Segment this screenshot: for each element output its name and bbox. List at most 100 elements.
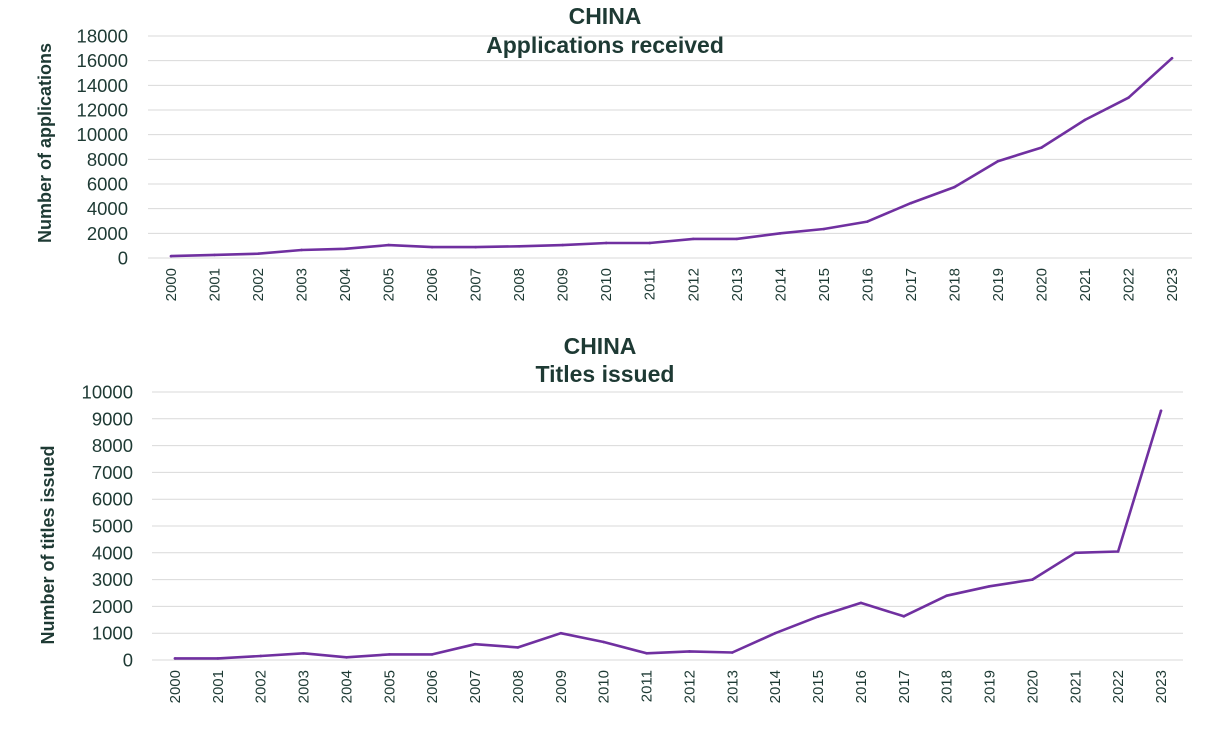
data-point: [773, 631, 777, 635]
y-tick-label: 8000: [92, 435, 133, 456]
x-tick-label: 2020: [1024, 670, 1041, 703]
x-tick-label: 2023: [1153, 670, 1170, 703]
data-point: [430, 245, 434, 249]
data-point: [866, 220, 869, 223]
data-point: [1159, 409, 1163, 413]
data-point: [216, 657, 220, 660]
x-tick-label: 2012: [681, 670, 698, 703]
x-tick-label: 2000: [163, 268, 180, 301]
data-point: [648, 241, 652, 245]
data-point: [604, 241, 608, 245]
y-tick-label: 9000: [92, 408, 133, 429]
data-point: [859, 601, 863, 605]
data-point: [1031, 578, 1034, 581]
data-point: [1116, 550, 1120, 553]
data-point: [516, 646, 520, 649]
y-tick-label: 4000: [87, 198, 128, 219]
y-tick-label: 12000: [77, 100, 128, 121]
data-point: [602, 640, 605, 644]
data-point: [430, 653, 434, 656]
y-axis-label: Number of applications: [35, 43, 55, 243]
data-point: [213, 253, 216, 257]
x-tick-label: 2016: [853, 670, 870, 703]
x-tick-label: 2011: [639, 670, 656, 702]
data-point: [779, 232, 782, 235]
y-axis-label: Number of titles issued: [38, 445, 58, 644]
x-tick-label: 2002: [250, 268, 267, 301]
x-tick-label: 2004: [337, 268, 354, 301]
x-tick-label: 2003: [294, 268, 311, 301]
x-tick-label: 2018: [939, 670, 956, 703]
chart-title: CHINA: [569, 3, 642, 29]
data-point: [345, 656, 348, 659]
data-point: [822, 227, 826, 231]
y-tick-label: 6000: [87, 174, 128, 195]
data-point: [173, 657, 177, 660]
data-point: [1040, 146, 1043, 149]
data-point: [816, 615, 820, 618]
x-tick-label: 2023: [1164, 268, 1181, 301]
x-tick-label: 2019: [990, 268, 1007, 301]
data-point: [988, 585, 991, 588]
x-tick-label: 2022: [1120, 268, 1137, 301]
x-tick-label: 2012: [685, 268, 702, 301]
data-point: [388, 653, 391, 656]
y-tick-label: 7000: [92, 462, 133, 483]
x-tick-label: 2018: [946, 268, 963, 301]
x-tick-label: 2020: [1033, 268, 1050, 301]
x-tick-label: 2019: [982, 670, 999, 703]
x-tick-label: 2021: [1077, 268, 1094, 301]
y-tick-label: 1000: [92, 623, 133, 644]
x-tick-label: 2004: [338, 670, 355, 703]
data-point: [343, 247, 347, 251]
titles-chart: CHINA Titles issued Number of titles iss…: [38, 333, 1183, 703]
x-tick-label: 2006: [424, 268, 441, 301]
data-point: [169, 254, 173, 258]
y-tick-label: 2000: [87, 223, 128, 244]
data-point: [561, 243, 564, 247]
y-tick-label: 2000: [92, 596, 133, 617]
data-point: [1127, 96, 1130, 99]
data-point: [688, 650, 691, 653]
series-line: [169, 56, 1174, 258]
data-point: [996, 159, 1000, 163]
y-tick-label: 10000: [82, 382, 133, 403]
x-tick-label: 2008: [511, 268, 528, 301]
x-tick-label: 2011: [642, 268, 659, 300]
data-point: [1073, 551, 1077, 555]
x-tick-label: 2022: [1110, 670, 1127, 703]
x-tick-label: 2021: [1067, 670, 1084, 703]
y-tick-label: 18000: [77, 26, 128, 47]
data-point: [909, 201, 913, 205]
y-tick-label: 4000: [92, 542, 133, 563]
x-tick-label: 2014: [772, 268, 789, 301]
x-tick-label: 2008: [510, 670, 527, 703]
y-tick-label: 0: [123, 650, 133, 671]
data-point: [645, 652, 648, 655]
y-tick-label: 16000: [77, 50, 128, 71]
x-tick-label: 2005: [381, 268, 398, 301]
chart-subtitle: Titles issued: [536, 361, 675, 387]
data-point: [473, 642, 477, 646]
y-tick-label: 14000: [77, 75, 128, 96]
x-tick-label: 2010: [598, 268, 615, 301]
data-point: [559, 631, 563, 635]
x-tick-label: 2007: [468, 268, 485, 301]
data-point: [953, 185, 956, 189]
x-tick-label: 2017: [903, 268, 920, 301]
x-tick-label: 2016: [859, 268, 876, 301]
x-tick-label: 2015: [816, 268, 833, 301]
x-tick-label: 2015: [810, 670, 827, 703]
data-point: [691, 237, 695, 241]
x-tick-label: 2002: [253, 670, 270, 703]
x-tick-label: 2009: [553, 670, 570, 703]
data-point: [945, 594, 948, 597]
x-tick-label: 2013: [724, 670, 741, 703]
x-tick-label: 2005: [381, 670, 398, 703]
chart-title: CHINA: [564, 333, 637, 359]
data-point: [259, 654, 263, 658]
series-line: [173, 409, 1163, 660]
data-point: [256, 252, 260, 255]
x-tick-label: 2013: [729, 268, 746, 301]
